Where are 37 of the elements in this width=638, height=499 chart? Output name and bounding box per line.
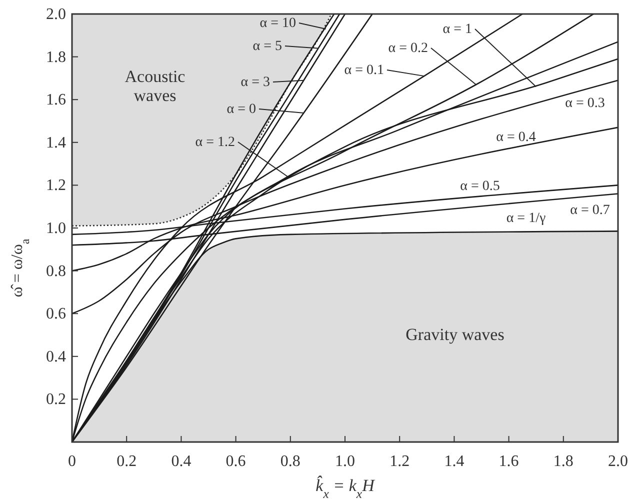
x-tick-label: 1.2 bbox=[390, 453, 410, 470]
x-tick-label: 0.8 bbox=[280, 453, 300, 470]
y-tick-label: 1.0 bbox=[46, 220, 66, 237]
x-tick-label: 0.4 bbox=[171, 453, 192, 470]
y-tick-label: 1.8 bbox=[46, 48, 66, 66]
x-tick-label: 1.6 bbox=[498, 453, 519, 470]
x-axis-title: k̂$_{x}$ = k$_{x}$H bbox=[316, 476, 376, 499]
y-tick-label: 1.2 bbox=[46, 177, 66, 194]
annotation: α = 0.7 bbox=[570, 203, 610, 218]
annotation: α = 10 bbox=[260, 16, 296, 31]
x-tick-label: 2.0 bbox=[608, 453, 628, 470]
x-tick-label: 0.6 bbox=[226, 453, 246, 470]
annotation: Gravity waves bbox=[406, 325, 504, 344]
annotation: α = 0.2 bbox=[388, 41, 428, 56]
annotation: Acoustic waves bbox=[124, 67, 186, 105]
annotation: α = 1/γ bbox=[506, 211, 546, 226]
y-tick-label: 0.6 bbox=[46, 306, 66, 323]
annotation: α = 0 bbox=[226, 102, 256, 117]
annotation: α = 5 bbox=[252, 39, 282, 54]
y-tick-label: 0.8 bbox=[46, 262, 66, 280]
y-tick-label: 2.0 bbox=[46, 6, 66, 23]
annotation: α = 0.3 bbox=[565, 96, 605, 111]
x-tick-label: 1.4 bbox=[444, 453, 464, 470]
annotation: α = 1.2 bbox=[195, 135, 235, 150]
x-tick-label: 0.2 bbox=[116, 453, 137, 470]
annotation: α = 0.4 bbox=[496, 130, 536, 145]
annotation: α = 0.5 bbox=[460, 179, 500, 194]
annotation: α = 3 bbox=[240, 75, 270, 90]
y-tick-label: 0.2 bbox=[46, 391, 66, 408]
y-tick-label: 1.4 bbox=[46, 134, 66, 152]
y-tick-label: 0.4 bbox=[46, 348, 66, 366]
x-tick-label: 0 bbox=[68, 453, 76, 470]
annotation: α = 0.1 bbox=[344, 63, 384, 78]
y-tick-label: 1.6 bbox=[46, 92, 66, 109]
x-tick-label: 1.8 bbox=[553, 453, 574, 470]
x-tick-label: 1.0 bbox=[335, 453, 355, 470]
annotation: α = 1 bbox=[442, 22, 472, 37]
